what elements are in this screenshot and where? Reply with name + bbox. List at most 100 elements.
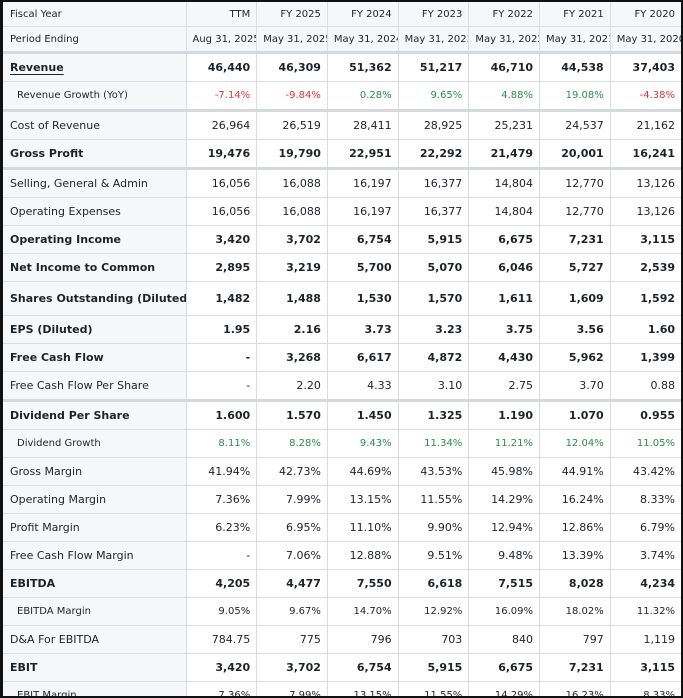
value-cell: 16,088 <box>256 197 328 226</box>
column-header[interactable]: TTM <box>186 2 258 27</box>
value-cell: 1.450 <box>327 400 399 430</box>
value-cell: 16,377 <box>398 197 470 226</box>
table-row: Free Cash Flow Per Share -2.20 4.33 3.10 2.7… <box>3 371 681 402</box>
column-header[interactable]: FY 2023 <box>398 2 470 27</box>
column-header[interactable]: FY 2025 <box>256 2 328 27</box>
value-cell: 46,710 <box>468 52 541 82</box>
value-cell: 5,070 <box>398 253 470 282</box>
value-cell: 1.190 <box>468 400 541 430</box>
value-cell: 796 <box>327 625 399 654</box>
value-cell: 3.56 <box>539 315 611 344</box>
value-cell: 3,219 <box>256 253 328 282</box>
value-cell: 9.05% <box>186 597 258 626</box>
value-cell: 6.79% <box>610 513 681 542</box>
fiscal-year-label: Fiscal Year <box>3 2 187 27</box>
value-cell: 5,915 <box>398 653 470 682</box>
value-cell: 12.92% <box>398 597 470 626</box>
value-cell: 1,530 <box>327 281 399 316</box>
value-cell: 4,234 <box>610 569 681 598</box>
table-row: Operating Income 3,420 3,702 6,754 5,915 6,67… <box>3 225 681 254</box>
value-cell: 8.11% <box>186 429 258 458</box>
row-label: Dividend Per Share <box>3 400 187 430</box>
value-cell: 13,126 <box>610 197 681 226</box>
value-cell: 21,162 <box>610 110 681 140</box>
value-cell: 9.65% <box>398 81 470 112</box>
value-cell: 7.06% <box>256 541 328 570</box>
row-label-text: EBITDA <box>10 577 56 590</box>
value-cell: 1.325 <box>398 400 470 430</box>
table-row: Dividend Per Share 1.600 1.570 1.450 1.325 1.… <box>3 400 681 430</box>
column-header[interactable]: FY 2021 <box>539 2 611 27</box>
period-ending-cell: May 31, 2021 <box>539 26 611 54</box>
row-label-link[interactable]: Revenue <box>10 61 64 74</box>
value-cell: 12.88% <box>327 541 399 570</box>
value-cell: 26,519 <box>256 110 328 140</box>
value-cell: 12,770 <box>539 168 611 198</box>
value-cell: 6.95% <box>256 513 328 542</box>
row-label-text: Net Income to Common <box>10 261 156 274</box>
value-cell: 1.600 <box>186 400 258 430</box>
value-cell: 28,925 <box>398 110 470 140</box>
row-label: EPS (Diluted) <box>3 315 187 344</box>
table-row: EPS (Diluted) 1.95 2.16 3.73 3.23 3.75 3.56 1.6… <box>3 315 681 344</box>
table-row: D&A For EBITDA 784.75 775 796 703 840 797 1,119 <box>3 625 681 654</box>
value-cell: 7,550 <box>327 569 399 598</box>
value-cell: 4,430 <box>468 343 541 372</box>
row-label: Dividend Growth <box>3 429 187 458</box>
row-label: Operating Income <box>3 225 187 254</box>
value-cell: 44.91% <box>539 457 611 486</box>
column-header[interactable]: FY 2024 <box>327 2 399 27</box>
row-label-text: Profit Margin <box>10 521 80 534</box>
period-ending-cell: May 31, 2020 <box>610 26 681 54</box>
table-row: Shares Outstanding (Diluted) 1,482 1,488 1,… <box>3 281 681 316</box>
value-cell: 4,205 <box>186 569 258 598</box>
value-cell: 14.70% <box>327 597 399 626</box>
table-row: Free Cash Flow -3,268 6,617 4,872 4,430 5,962… <box>3 343 681 372</box>
value-cell: 7,515 <box>468 569 541 598</box>
value-cell: 7.99% <box>256 485 328 514</box>
value-cell: 3.73 <box>327 315 399 344</box>
value-cell: 4.33 <box>327 371 399 402</box>
value-cell: 703 <box>398 625 470 654</box>
table-row: Revenue Growth (YoY) -7.14% -9.84% 0.28% 9.6… <box>3 81 681 112</box>
value-cell: 12.04% <box>539 429 611 458</box>
value-cell: 9.43% <box>327 429 399 458</box>
table-row: EBIT 3,420 3,702 6,754 5,915 6,675 7,231 3,115 <box>3 653 681 682</box>
value-cell: 14.29% <box>468 485 541 514</box>
column-header[interactable]: FY 2022 <box>468 2 541 27</box>
value-cell: -9.84% <box>256 81 328 112</box>
value-cell: 43.53% <box>398 457 470 486</box>
period-ending-label: Period Ending <box>3 26 187 54</box>
value-cell: 14.29% <box>468 681 541 696</box>
period-ending-cell: Aug 31, 2025 <box>186 26 258 54</box>
value-cell: 16,197 <box>327 197 399 226</box>
value-cell: -7.14% <box>186 81 258 112</box>
row-label-text: Operating Income <box>10 233 122 246</box>
value-cell: 3,420 <box>186 653 258 682</box>
row-label: Gross Margin <box>3 457 187 486</box>
value-cell: 3.74% <box>610 541 681 570</box>
value-cell: 5,962 <box>539 343 611 372</box>
table-row: Dividend Growth 8.11% 8.28% 9.43% 11.34% 11.2… <box>3 429 681 458</box>
period-ending-row: Period Ending Aug 31, 2025 May 31, 2025 Ma… <box>3 26 681 54</box>
value-cell: 26,964 <box>186 110 258 140</box>
value-cell: 6,754 <box>327 225 399 254</box>
value-cell: 0.88 <box>610 371 681 402</box>
value-cell: 12.86% <box>539 513 611 542</box>
row-label: EBIT <box>3 653 187 682</box>
value-cell: 41.94% <box>186 457 258 486</box>
table-row: Profit Margin 6.23% 6.95% 11.10% 9.90% 12.94%… <box>3 513 681 542</box>
value-cell: 11.55% <box>398 681 470 696</box>
row-label: Free Cash Flow <box>3 343 187 372</box>
period-ending-cell: May 31, 2025 <box>256 26 328 54</box>
period-ending-cell: May 31, 2022 <box>468 26 541 54</box>
value-cell: 3,115 <box>610 225 681 254</box>
row-label[interactable]: Revenue <box>3 52 187 82</box>
value-cell: 22,292 <box>398 139 470 170</box>
row-label: Selling, General & Admin <box>3 168 187 198</box>
value-cell: 24,537 <box>539 110 611 140</box>
table-row: Net Income to Common 2,895 3,219 5,700 5,070… <box>3 253 681 282</box>
value-cell: 7.99% <box>256 681 328 696</box>
value-cell: 16,377 <box>398 168 470 198</box>
column-header[interactable]: FY 2020 <box>610 2 681 27</box>
